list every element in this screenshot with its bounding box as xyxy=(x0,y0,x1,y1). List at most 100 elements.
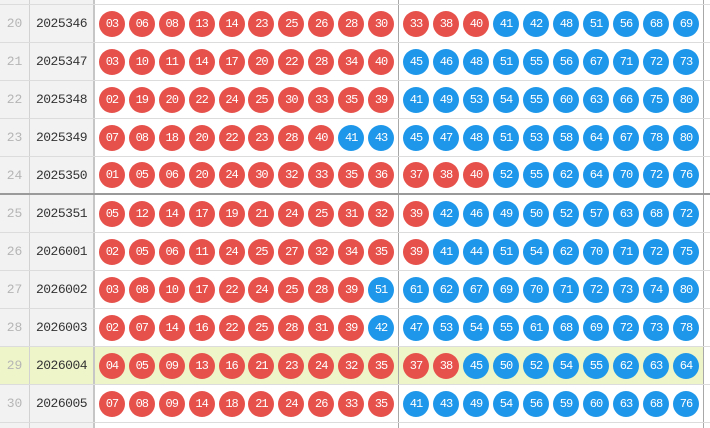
back-zone xyxy=(399,0,704,4)
blue-ball: 55 xyxy=(523,162,549,188)
blue-ball: 46 xyxy=(463,200,489,227)
blue-ball: 50 xyxy=(493,352,519,379)
red-ball: 03 xyxy=(98,48,125,75)
blue-ball: 72 xyxy=(643,162,669,188)
red-ball: 28 xyxy=(278,124,305,151)
partial-row-top xyxy=(0,0,710,5)
blue-ball: 51 xyxy=(493,124,519,151)
blue-ball: 72 xyxy=(613,314,639,341)
row-index: 20 xyxy=(0,5,30,42)
back-zone-balls: 45 46 48 51 55 56 67 71 72 73 xyxy=(399,43,704,80)
red-ball: 34 xyxy=(338,48,365,75)
period-number: 2025351 xyxy=(30,195,95,232)
red-ball: 30 xyxy=(248,162,275,188)
back-zone-balls: 39 42 46 49 50 52 57 63 68 72 xyxy=(399,195,704,232)
red-ball: 32 xyxy=(278,162,305,188)
red-ball: 24 xyxy=(278,200,305,227)
red-ball: 14 xyxy=(218,10,245,37)
red-ball: 05 xyxy=(98,200,125,227)
red-ball: 35 xyxy=(338,86,365,113)
red-ball: 31 xyxy=(338,200,365,227)
blue-ball: 51 xyxy=(493,48,519,75)
front-zone-balls: 03 10 11 14 17 20 22 28 34 40 xyxy=(95,43,399,80)
table-row[interactable]: 24 2025350 01 05 06 20 24 30 32 33 35 36 37 38 40 52… xyxy=(0,157,710,195)
red-ball: 22 xyxy=(218,124,245,151)
back-zone-balls: 37 38 45 50 52 54 55 62 63 64 xyxy=(399,347,704,384)
blue-ball: 61 xyxy=(403,276,429,303)
red-ball: 20 xyxy=(188,162,215,188)
blue-ball: 71 xyxy=(553,276,579,303)
table-right-margin xyxy=(704,5,710,42)
table-right-margin xyxy=(704,423,710,428)
red-ball: 14 xyxy=(188,48,215,75)
red-ball: 26 xyxy=(308,10,335,37)
red-ball: 17 xyxy=(188,200,215,227)
blue-ball: 69 xyxy=(673,10,699,37)
blue-ball: 48 xyxy=(553,10,579,37)
red-ball: 18 xyxy=(158,124,185,151)
red-ball: 25 xyxy=(248,86,275,113)
blue-ball: 56 xyxy=(613,10,639,37)
blue-ball: 51 xyxy=(368,276,395,303)
red-ball: 24 xyxy=(278,390,305,417)
trend-table-body: 20 2025346 03 06 08 13 14 23 25 26 28 30 33 38 40 41… xyxy=(0,5,710,423)
blue-ball: 49 xyxy=(463,390,489,417)
table-row[interactable]: 22 2025348 02 19 20 22 24 25 30 33 35 39 41 49 53 54… xyxy=(0,81,710,119)
blue-ball: 41 xyxy=(403,86,429,113)
red-ball: 01 xyxy=(98,162,125,188)
table-right-margin xyxy=(704,195,710,232)
blue-ball: 72 xyxy=(643,48,669,75)
table-row[interactable]: 26 2026001 02 05 06 11 24 25 27 32 34 35 39 41 44 51… xyxy=(0,233,710,271)
blue-ball: 43 xyxy=(368,124,395,151)
blue-ball: 72 xyxy=(643,238,669,265)
blue-ball: 42 xyxy=(433,200,459,227)
blue-ball: 54 xyxy=(463,314,489,341)
red-ball: 06 xyxy=(128,10,155,37)
blue-ball: 52 xyxy=(523,352,549,379)
blue-ball: 54 xyxy=(553,352,579,379)
blue-ball: 80 xyxy=(673,276,699,303)
blue-ball: 54 xyxy=(493,390,519,417)
blue-ball: 54 xyxy=(493,86,519,113)
red-ball: 10 xyxy=(158,276,185,303)
blue-ball: 73 xyxy=(643,314,669,341)
blue-ball: 48 xyxy=(463,48,489,75)
table-row[interactable]: 21 2025347 03 10 11 14 17 20 22 28 34 40 45 46 48 51… xyxy=(0,43,710,81)
red-ball: 25 xyxy=(248,314,275,341)
blue-ball: 47 xyxy=(433,124,459,151)
row-index: 27 xyxy=(0,271,30,308)
table-row[interactable]: 29 2026004 04 05 09 13 16 21 23 24 32 35 37 38 45 50… xyxy=(0,347,710,385)
table-row[interactable]: 20 2025346 03 06 08 13 14 23 25 26 28 30 33 38 40 41… xyxy=(0,5,710,43)
blue-ball: 44 xyxy=(463,238,489,265)
red-ball: 35 xyxy=(338,162,365,188)
table-right-margin xyxy=(704,271,710,308)
red-ball: 39 xyxy=(368,86,395,113)
blue-ball: 73 xyxy=(673,48,699,75)
blue-ball: 62 xyxy=(613,352,639,379)
row-index: 30 xyxy=(0,385,30,422)
table-row[interactable]: 30 2026005 07 08 09 14 18 21 24 26 33 35 41 43 49 54… xyxy=(0,385,710,423)
table-right-margin xyxy=(704,385,710,422)
red-ball: 30 xyxy=(278,86,305,113)
blue-ball: 57 xyxy=(583,200,609,227)
blue-ball: 56 xyxy=(553,48,579,75)
red-ball: 07 xyxy=(98,390,125,417)
table-row[interactable]: 23 2025349 07 08 18 20 22 23 28 40 41 43 45 47 48 51… xyxy=(0,119,710,157)
red-ball: 03 xyxy=(98,10,125,37)
red-ball: 25 xyxy=(248,238,275,265)
row-index: 25 xyxy=(0,195,30,232)
red-ball: 33 xyxy=(308,86,335,113)
red-ball: 09 xyxy=(158,390,185,417)
red-ball: 16 xyxy=(188,314,215,341)
table-row[interactable]: 27 2026002 03 08 10 17 22 24 25 28 39 51 61 62 67 69… xyxy=(0,271,710,309)
blue-ball: 63 xyxy=(583,86,609,113)
red-ball: 37 xyxy=(403,162,429,188)
blue-ball: 46 xyxy=(433,48,459,75)
blue-ball: 45 xyxy=(403,48,429,75)
red-ball: 22 xyxy=(218,314,245,341)
table-row[interactable]: 28 2026003 02 07 14 16 22 25 28 31 39 42 47 53 54 55… xyxy=(0,309,710,347)
blue-ball: 55 xyxy=(523,86,549,113)
table-right-margin xyxy=(704,233,710,270)
blue-ball: 80 xyxy=(673,124,699,151)
table-row[interactable]: 25 2025351 05 12 14 17 19 21 24 25 31 32 39 42 46 49… xyxy=(0,195,710,233)
